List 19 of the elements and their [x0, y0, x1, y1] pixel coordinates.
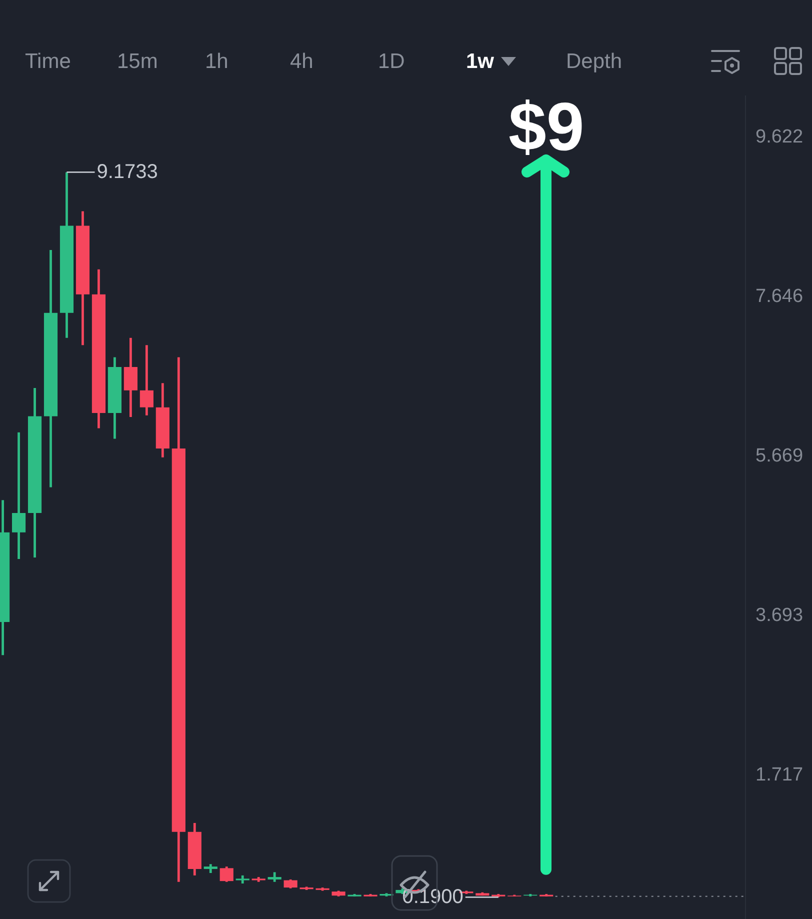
candlestick	[220, 865, 234, 884]
y-tick-label: 3.693	[756, 605, 804, 626]
y-tick-label: 5.669	[756, 446, 804, 467]
text: 4h	[290, 50, 314, 74]
text: 15m	[117, 50, 158, 74]
candlestick	[268, 870, 282, 884]
candlestick	[124, 336, 138, 418]
candlestick	[140, 344, 154, 417]
text: 1h	[205, 50, 228, 74]
text: Time	[25, 50, 71, 74]
annotation: $9	[508, 89, 584, 165]
y-tick-label: 1.717	[756, 764, 804, 786]
y-tick-label: 9.622	[756, 126, 804, 148]
text: 1D	[378, 50, 405, 74]
candlestick	[12, 431, 26, 560]
text: 1w	[466, 50, 494, 74]
y-tick-label: 7.646	[756, 286, 804, 307]
text: Depth	[566, 50, 622, 74]
annotation: 9.1733	[96, 161, 158, 184]
